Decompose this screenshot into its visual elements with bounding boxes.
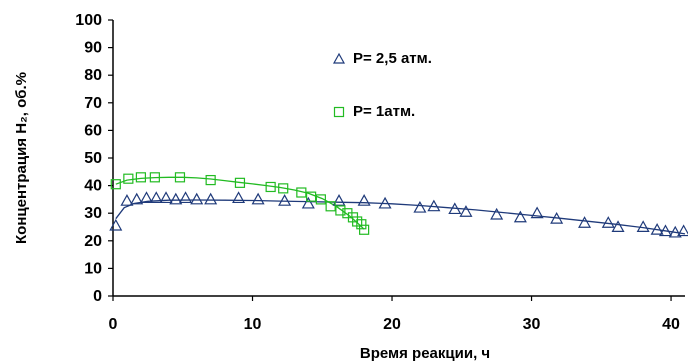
x-tick-label: 30	[523, 316, 541, 333]
y-axis-title: Концентрация H₂, об.%	[13, 72, 30, 244]
data-point-series-1	[301, 196, 315, 209]
data-point-series-1	[332, 194, 346, 206]
data-point-series-1	[513, 210, 527, 223]
y-tick-label: 80	[84, 67, 102, 84]
data-point-series-2	[110, 179, 121, 190]
data-point-series-2	[205, 174, 216, 186]
data-point-series-1	[130, 192, 144, 205]
data-point-series-1	[578, 216, 592, 228]
data-point-series-1	[149, 191, 163, 204]
legend-label-2: P= 1атм.	[353, 103, 415, 120]
data-point-series-1	[490, 207, 504, 220]
data-point-series-2	[296, 187, 307, 198]
legend-marker-2	[333, 106, 345, 118]
x-tick-label: 10	[244, 316, 262, 333]
data-point-series-2	[325, 201, 336, 212]
y-tick-label: 30	[84, 205, 102, 222]
data-point-series-2	[265, 181, 276, 193]
data-point-series-1	[179, 191, 193, 204]
data-point-series-1	[378, 196, 392, 209]
data-point-series-1	[550, 211, 564, 224]
y-tick-label: 90	[84, 40, 102, 57]
data-point-series-1	[650, 223, 664, 235]
data-point-series-2	[278, 183, 289, 194]
data-point-series-1	[677, 224, 688, 237]
y-tick-label: 50	[84, 150, 102, 167]
data-point-series-1	[427, 199, 441, 212]
data-point-series-1	[448, 202, 462, 215]
data-point-series-2	[315, 194, 326, 205]
legend-label-1: P= 2,5 атм.	[353, 50, 432, 67]
data-point-series-1	[278, 194, 292, 206]
data-point-series-1	[190, 192, 204, 205]
y-tick-label: 70	[84, 95, 102, 112]
data-point-series-2	[234, 177, 246, 188]
x-tick-label: 40	[662, 316, 680, 333]
data-point-series-1	[204, 192, 218, 205]
y-tick-label: 10	[84, 260, 102, 277]
legend-marker-1	[332, 52, 346, 64]
x-tick-label: 0	[109, 316, 118, 333]
data-point-series-1	[139, 191, 154, 204]
x-tick-label: 20	[383, 316, 401, 333]
data-point-series-1	[611, 220, 625, 232]
data-point-series-2	[335, 205, 346, 216]
data-point-series-2	[359, 224, 370, 235]
data-point-series-1	[459, 205, 473, 217]
data-point-series-2	[306, 191, 317, 202]
x-axis-title: Время реакции, ч	[360, 345, 490, 362]
plot-area: 0 10 20 30 40 50 60 70 80 90 100 0 10 20 30 40 P= 2,5 ат…	[75, 12, 688, 333]
data-point-series-1	[601, 216, 615, 228]
data-point-series-1	[169, 192, 183, 205]
fit-line-1	[115, 199, 686, 235]
y-tick-label: 0	[93, 288, 102, 305]
data-point-series-1	[658, 224, 672, 237]
data-point-series-1	[109, 218, 123, 231]
y-tick-label: 60	[84, 122, 102, 139]
data-point-series-1	[636, 220, 650, 232]
data-point-series-1	[159, 191, 173, 204]
data-point-series-2	[356, 219, 367, 230]
data-point-series-1	[232, 191, 246, 204]
data-point-series-1	[120, 194, 134, 206]
data-point-series-1	[530, 206, 544, 219]
y-tick-label: 40	[84, 178, 102, 195]
y-tick-label: 100	[75, 12, 102, 29]
data-point-series-2	[135, 172, 147, 183]
y-tick-label: 20	[84, 233, 102, 250]
data-point-series-2	[149, 172, 160, 183]
data-point-series-2	[174, 172, 186, 183]
data-point-series-2	[123, 173, 134, 184]
data-point-series-1	[251, 192, 265, 205]
data-point-series-1	[668, 225, 682, 238]
data-point-series-1	[413, 200, 427, 213]
data-point-series-1	[357, 194, 371, 206]
fit-line-2	[115, 176, 365, 230]
